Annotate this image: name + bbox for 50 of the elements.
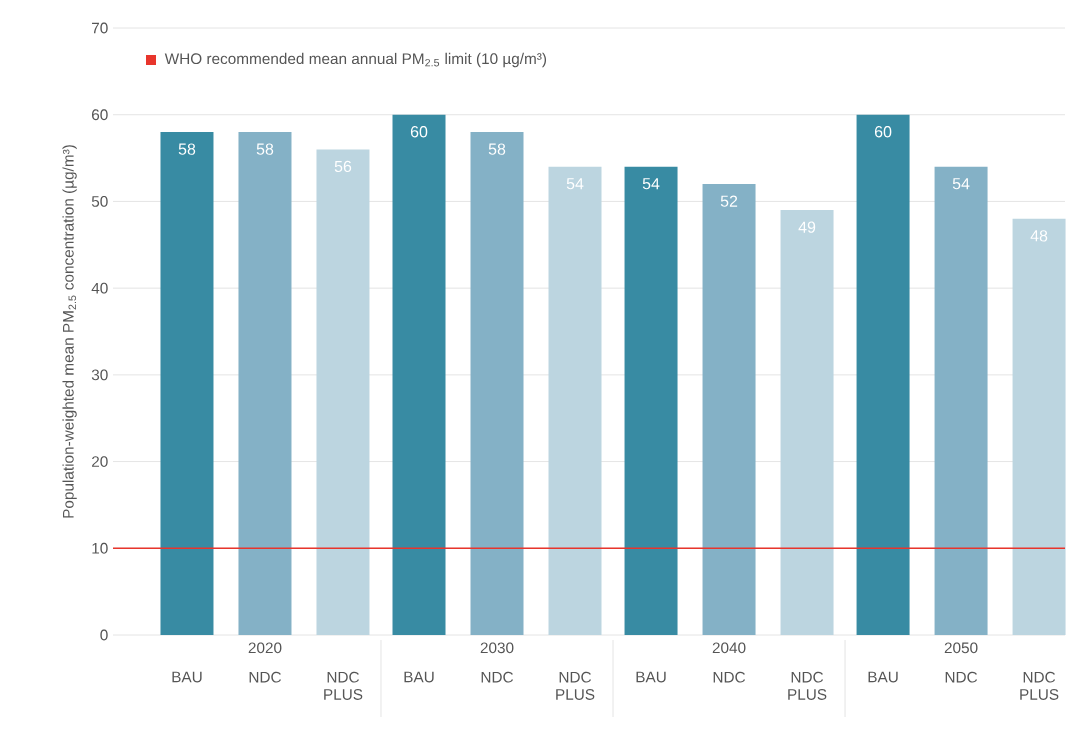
bar — [780, 210, 834, 635]
data-label: 54 — [952, 178, 970, 190]
data-label: 52 — [720, 195, 738, 207]
bar — [160, 132, 214, 635]
y-tick-label: 20 — [92, 456, 108, 467]
bar — [702, 184, 756, 635]
data-label: 49 — [798, 221, 816, 233]
legend-label: WHO recommended mean annual PM$_{2.5}$ limit (10 µg/m³) — [164, 52, 547, 68]
y-tick-label: 10 — [92, 542, 108, 554]
data-label: 48 — [1030, 230, 1048, 242]
bar — [548, 166, 602, 635]
bar — [316, 149, 370, 635]
data-label: 58 — [488, 143, 506, 155]
data-label: 60 — [874, 126, 892, 138]
y-axis-title: Population-weighted mean PM$_{2.5}$ concentration (µg/m³) — [62, 145, 77, 518]
text: BAU — [172, 671, 202, 683]
bar — [392, 114, 446, 635]
y-tick-label: 70 — [92, 22, 108, 34]
text: BAU — [868, 671, 898, 683]
bar — [470, 132, 524, 635]
text: NDC — [249, 671, 281, 683]
data-label: 56 — [334, 160, 352, 173]
bar — [624, 166, 678, 635]
text: BAU — [636, 671, 666, 683]
x-tick-label: 2030 — [480, 642, 514, 654]
text: NDC — [945, 671, 978, 683]
y-tick-label: 40 — [91, 282, 108, 294]
text: NDC — [481, 671, 514, 683]
text: NDC PLUS — [556, 671, 595, 700]
x-tick-label: 2040 — [712, 642, 746, 654]
text: NDC PLUS — [1020, 671, 1059, 700]
x-tick-label: 2020 — [248, 642, 282, 654]
y-tick-label: 30 — [91, 369, 108, 381]
data-label: 58 — [178, 143, 196, 155]
text: NDC PLUS — [324, 671, 363, 700]
bar — [1012, 218, 1066, 635]
y-tick-label: 50 — [91, 196, 108, 207]
text: BAU — [404, 671, 434, 683]
y-tick-label: 0 — [100, 629, 108, 641]
text: NDC PLUS — [788, 671, 827, 700]
data-label: 54 — [642, 178, 660, 190]
data-label: 58 — [256, 143, 274, 155]
y-tick-label: 60 — [92, 109, 108, 121]
text: NDC — [713, 671, 746, 683]
x-tick-label: 2050 — [944, 642, 978, 654]
data-label: 60 — [410, 126, 428, 138]
bar — [856, 114, 910, 635]
data-label: 54 — [566, 178, 584, 190]
bar — [238, 132, 292, 635]
bar — [934, 166, 988, 635]
